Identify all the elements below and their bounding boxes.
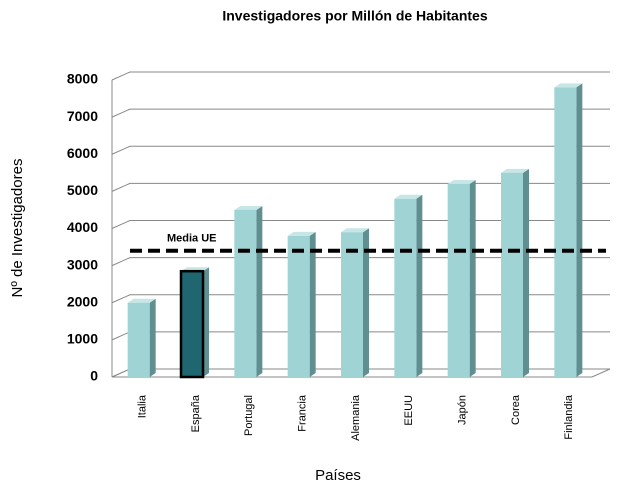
bar-side: [416, 194, 423, 377]
bar: [179, 269, 205, 379]
reference-label: Media UE: [167, 233, 217, 245]
bar: [287, 235, 310, 377]
x-tick-label: Italia: [137, 394, 149, 418]
bar-top: [501, 168, 529, 173]
x-tick-label: Alemania: [350, 394, 362, 441]
bar-top: [234, 205, 263, 210]
bar-side: [469, 179, 476, 377]
y-tick-label: 7000: [67, 108, 98, 124]
y-tick-label: 2000: [67, 293, 98, 309]
bar-top: [287, 231, 316, 236]
x-axis-label: Países: [315, 467, 361, 484]
x-tick-label: Portugal: [243, 395, 255, 436]
bar-top: [394, 194, 423, 199]
bar: [447, 183, 470, 377]
bar: [341, 232, 363, 377]
bar-side: [309, 231, 316, 377]
bar: [554, 87, 577, 378]
x-tick-label: Corea: [510, 394, 522, 425]
y-tick-label: 6000: [67, 145, 98, 161]
bar: [501, 172, 523, 377]
x-tick-label: Finlandia: [563, 394, 575, 440]
bar: [234, 209, 257, 377]
y-tick-label: 3000: [67, 256, 98, 272]
grid-line: [111, 71, 610, 81]
y-tick-label: 0: [90, 368, 98, 384]
bar-top: [554, 83, 583, 88]
y-tick-label: 8000: [67, 71, 98, 87]
y-tick-label: 5000: [67, 182, 98, 198]
chart-title: Investigadores por Millón de Habitantes: [222, 8, 487, 24]
bar-side: [256, 205, 263, 377]
bar-top: [447, 179, 476, 184]
grid-line: [111, 108, 610, 118]
bar-side: [576, 83, 583, 378]
grid-line: [111, 145, 610, 155]
bar-top: [127, 298, 156, 303]
grid-line: [111, 220, 610, 229]
x-tick-label: EEUU: [403, 395, 415, 426]
bar-side: [203, 267, 209, 377]
x-tick-label: España: [190, 394, 202, 432]
y-tick-label: 1000: [67, 331, 98, 347]
bar-side: [363, 228, 369, 377]
y-tick-label: 4000: [67, 219, 98, 235]
bar-top: [341, 228, 369, 233]
grid-line: [111, 182, 610, 192]
x-tick-label: Francia: [297, 394, 309, 432]
y-axis-label: Nº de Investigadores: [9, 159, 26, 298]
bar-side: [523, 168, 529, 377]
bar: [394, 198, 417, 377]
bar-side: [149, 298, 156, 377]
x-tick-label: Japón: [457, 395, 469, 425]
bar: [127, 302, 150, 377]
